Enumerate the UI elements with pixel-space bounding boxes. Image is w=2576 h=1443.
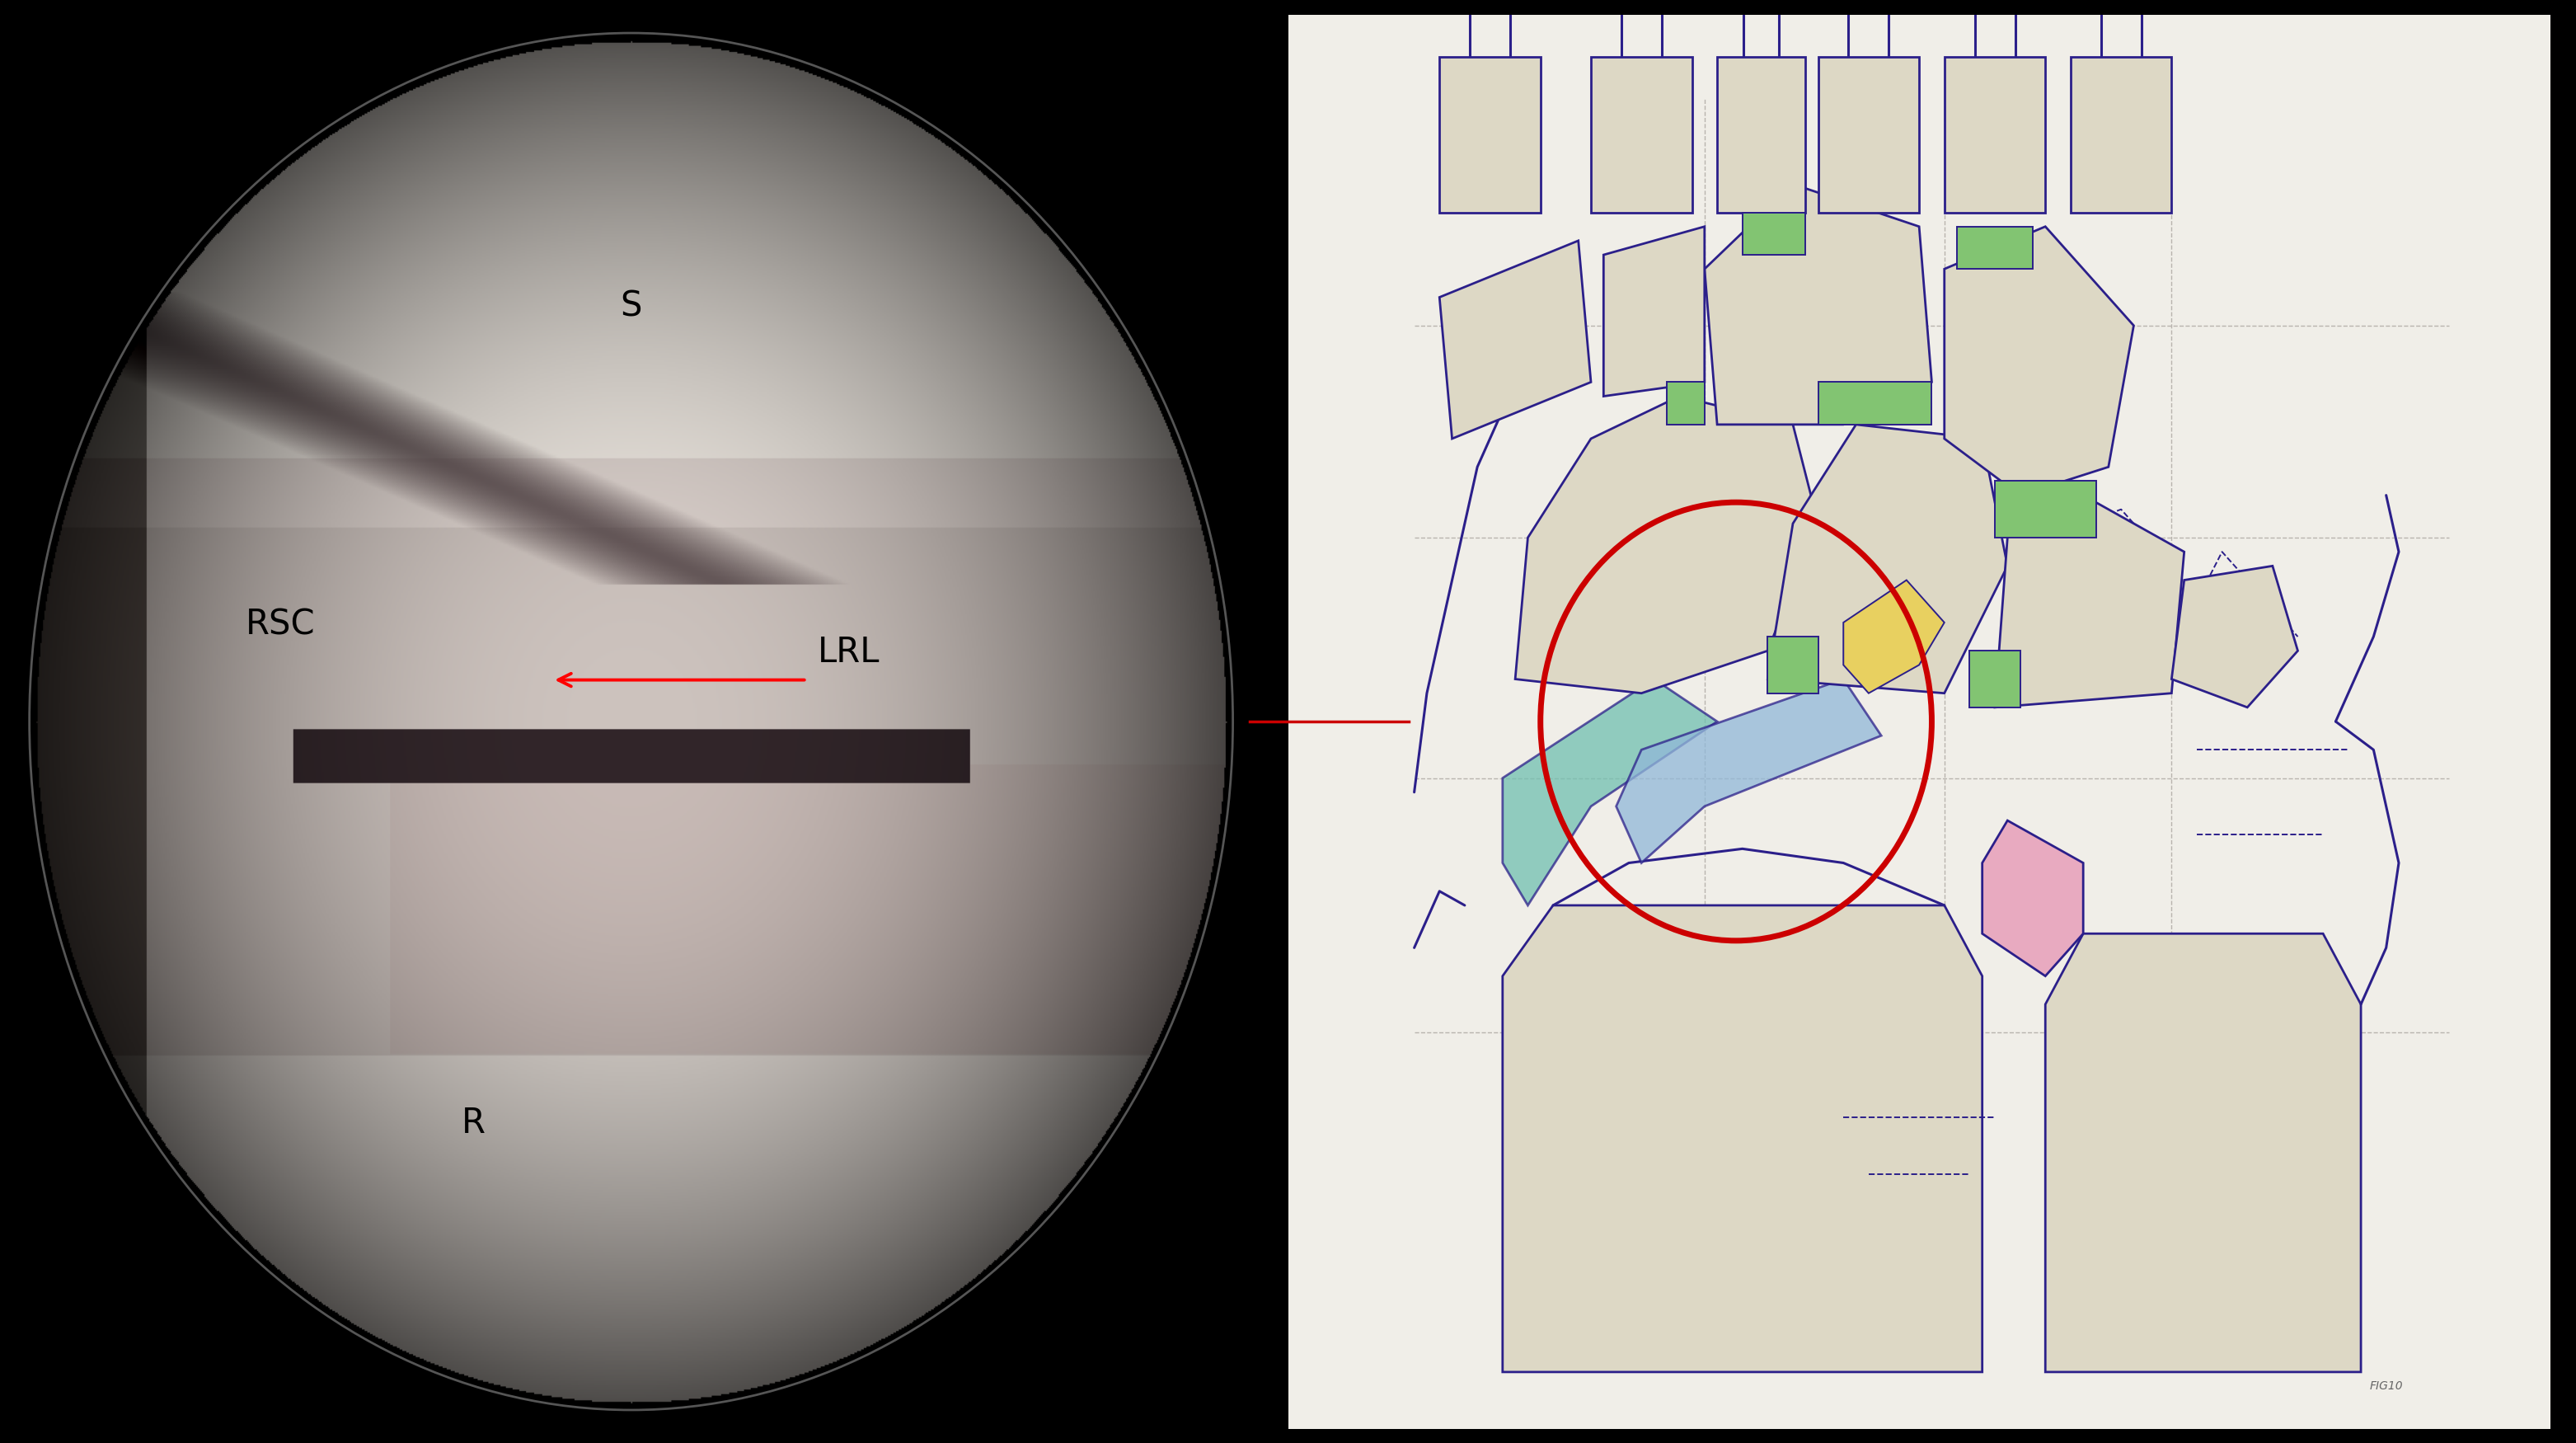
Polygon shape	[2172, 566, 2298, 707]
Polygon shape	[1994, 481, 2097, 538]
Polygon shape	[1958, 227, 2032, 268]
Polygon shape	[1615, 680, 1880, 863]
Polygon shape	[2071, 56, 2172, 212]
Text: FIG10: FIG10	[2370, 1381, 2403, 1392]
Text: R: R	[461, 1105, 487, 1140]
Text: LRL: LRL	[819, 635, 881, 670]
Polygon shape	[1971, 651, 2020, 707]
Polygon shape	[1502, 905, 1984, 1372]
Polygon shape	[2045, 934, 2362, 1372]
Polygon shape	[1288, 14, 2550, 1429]
Polygon shape	[1945, 56, 2045, 212]
Polygon shape	[1984, 821, 2084, 975]
Polygon shape	[1515, 397, 1819, 693]
Polygon shape	[1667, 382, 1705, 424]
Polygon shape	[1767, 424, 2007, 693]
Polygon shape	[1741, 212, 1806, 255]
Text: RSC: RSC	[245, 608, 314, 642]
Polygon shape	[1440, 56, 1540, 212]
Polygon shape	[1705, 185, 1932, 424]
Polygon shape	[1602, 227, 1705, 397]
Polygon shape	[1819, 382, 1932, 424]
Polygon shape	[1718, 56, 1806, 212]
Text: S: S	[621, 289, 641, 323]
Polygon shape	[1945, 227, 2133, 495]
Polygon shape	[1592, 56, 1692, 212]
Polygon shape	[1502, 680, 1718, 905]
Polygon shape	[1819, 56, 1919, 212]
Polygon shape	[1994, 495, 2184, 707]
Polygon shape	[1767, 636, 1819, 693]
Polygon shape	[1844, 580, 1945, 693]
Polygon shape	[1440, 241, 1592, 439]
